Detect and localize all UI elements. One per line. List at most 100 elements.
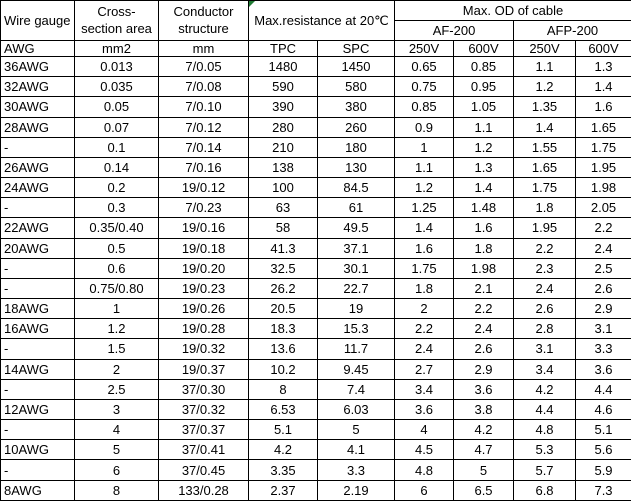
table-cell: 37/0.32 [158, 398, 249, 421]
table-cell: 84.5 [316, 177, 396, 199]
table-cell: 1.2 [394, 177, 455, 199]
table-cell: 4.1 [316, 439, 396, 461]
table-cell: 32.5 [248, 257, 318, 279]
unit-spc: SPC [316, 40, 396, 57]
table-row: 26AWG 0.14 7/0.16 138 130 1.1 1.3 1.65 1.95 [0, 156, 631, 179]
table-cell: 19/0.18 [158, 237, 249, 259]
col-header-afp-200: AFP-200 [513, 20, 631, 41]
table-cell: 3.1 [513, 338, 577, 360]
table-cell: 580 [316, 76, 396, 98]
table-cell: 20AWG [0, 237, 75, 259]
unit-af-600v: 600V [453, 40, 515, 57]
table-cell: 2.2 [513, 237, 577, 259]
table-cell: 1.95 [513, 217, 577, 239]
col-header-max-resistance: Max.resistance at 20℃ [247, 0, 396, 41]
table-cell: 13.6 [248, 338, 318, 360]
table-cell: 37/0.37 [158, 419, 249, 441]
table-cell: 7.3 [575, 479, 631, 501]
table-cell: 7.4 [316, 378, 396, 400]
table-cell: 37/0.45 [158, 459, 249, 481]
table-cell: 130 [316, 156, 396, 179]
table-row: 22AWG 0.35/0.40 19/0.16 58 49.5 1.4 1.6 1.95 2.2 [0, 217, 631, 239]
table-row: 32AWG 0.035 7/0.08 590 580 0.75 0.95 1.2 1.4 [0, 76, 631, 98]
table-cell: 0.3 [74, 197, 159, 219]
table-cell: 7/0.16 [158, 156, 249, 179]
table-cell: 37/0.41 [158, 439, 249, 461]
table-cell: 4.8 [394, 459, 455, 481]
table-cell: 5.7 [513, 459, 577, 481]
table-row: 14AWG 2 19/0.37 10.2 9.45 2.7 2.9 3.4 3.6 [0, 358, 631, 380]
table-cell: 7/0.12 [158, 116, 249, 138]
unit-tpc: TPC [248, 40, 318, 57]
table-cell: 1.35 [513, 96, 577, 118]
table-cell: 4.2 [453, 419, 515, 441]
table-cell: 19/0.12 [158, 177, 249, 199]
table-cell: 3.8 [453, 398, 515, 421]
table-row: 36AWG 0.013 7/0.05 1480 1450 0.65 0.85 1.1 1.3 [0, 55, 631, 78]
table-cell: 590 [248, 76, 318, 98]
col-header-cross-section-area: Cross- section area [74, 0, 159, 41]
col-header-wire-gauge: Wire gauge [0, 0, 75, 41]
table-cell: 14AWG [0, 358, 75, 380]
table-cell: - [0, 338, 75, 360]
table-cell: 63 [248, 197, 318, 219]
table-cell: 18.3 [248, 318, 318, 340]
table-cell: 210 [248, 136, 318, 158]
table-cell: 1480 [248, 55, 318, 78]
units-row: AWG mm2 mm TPC SPC 250V 600V 250V 600V [0, 40, 631, 57]
table-cell: 1.5 [74, 338, 159, 360]
table-cell: 7/0.05 [158, 55, 249, 78]
table-cell: 2.4 [394, 338, 455, 360]
table-cell: 0.5 [74, 237, 159, 259]
table-cell: - [0, 197, 75, 219]
table-cell: 7/0.14 [158, 136, 249, 158]
table-cell: 8 [248, 378, 318, 400]
table-cell: 0.85 [394, 96, 455, 118]
table-row: 8AWG 8 133/0.28 2.37 2.19 6 6.5 6.8 7.3 [0, 479, 631, 501]
table-cell: 22AWG [0, 217, 75, 239]
table-cell: 2.2 [453, 298, 515, 320]
table-cell: 2.8 [513, 318, 577, 340]
table-cell: 0.2 [74, 177, 159, 199]
table-row: -0.3 7/0.23 63 61 1.25 1.48 1.8 2.05 [0, 197, 631, 219]
table-cell: 4 [74, 419, 159, 441]
table-row: 18AWG 1 19/0.26 20.5 19 2 2.2 2.6 2.9 [0, 298, 631, 320]
table-cell: 3.4 [394, 378, 455, 400]
table-cell: 5.1 [575, 419, 631, 441]
table-cell: 2.7 [394, 358, 455, 380]
table-cell: 5.6 [575, 439, 631, 461]
unit-af-250v: 250V [394, 40, 455, 57]
table-cell: 1.4 [394, 217, 455, 239]
table-cell: 1.1 [513, 55, 577, 78]
table-cell: 4.5 [394, 439, 455, 461]
table-cell: 0.75/0.80 [74, 277, 159, 300]
table-cell: 5 [453, 459, 515, 481]
table-cell: 9.45 [316, 358, 396, 380]
table-cell: 2.6 [575, 277, 631, 300]
table-cell: 2.3 [513, 257, 577, 279]
col-header-conductor-structure: Conductor structure [158, 0, 249, 41]
table-cell: 4.7 [453, 439, 515, 461]
table-header: Wire gauge Cross- section area Conductor… [0, 0, 631, 57]
table-cell: 1.4 [513, 116, 577, 138]
table-cell: 26.2 [248, 277, 318, 300]
table-cell: 1.95 [575, 156, 631, 179]
table-cell: 1.6 [394, 237, 455, 259]
table-cell: 2.19 [316, 479, 396, 501]
table-cell: 0.6 [74, 257, 159, 279]
table-cell: 1 [74, 298, 159, 320]
table-cell: 3.1 [575, 318, 631, 340]
table-cell: 260 [316, 116, 396, 138]
table-cell: 6 [394, 479, 455, 501]
unit-mm: mm [158, 40, 249, 57]
table-cell: - [0, 277, 75, 300]
unit-afp-600v: 600V [575, 40, 631, 57]
table-cell: 8 [74, 479, 159, 501]
table-cell: 380 [316, 96, 396, 118]
table-row: 20AWG 0.5 19/0.18 41.3 37.1 1.6 1.8 2.2 2.4 [0, 237, 631, 259]
table-cell: 1.4 [575, 76, 631, 98]
table-cell: 4.6 [575, 398, 631, 421]
table-cell: 0.1 [74, 136, 159, 158]
